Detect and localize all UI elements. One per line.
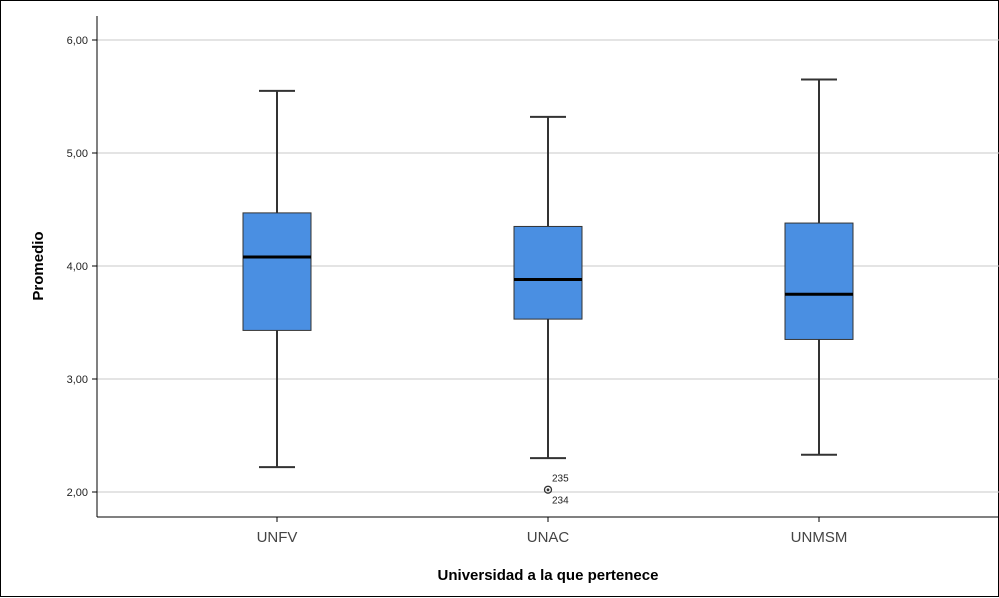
x-tick-label: UNMSM [791, 529, 848, 546]
box-unfv [242, 89, 312, 469]
x-axis-title: Universidad a la que pertenece [438, 567, 659, 584]
boxes: 235 234 [242, 78, 854, 507]
x-tick-label: UNFV [257, 529, 298, 546]
box-unmsm [784, 78, 854, 456]
iqr-box [513, 225, 583, 320]
axes [92, 16, 999, 522]
x-tick-label: UNAC [527, 529, 570, 546]
y-tick-label: 4,00 [67, 261, 88, 273]
y-axis-title: Promedio [30, 231, 47, 300]
y-tick-label: 5,00 [67, 148, 88, 160]
y-tick-label: 3,00 [67, 374, 88, 386]
outlier-label: 235 [552, 474, 569, 485]
outlier-point [546, 488, 550, 492]
y-tick-label: 2,00 [67, 487, 88, 499]
outlier-point [543, 485, 553, 494]
box-unac: 235 234 [513, 115, 583, 507]
iqr-box [242, 212, 312, 331]
labels: 2,00 3,00 4,00 5,00 6,00 UNFV UNAC UNMSM [67, 35, 848, 546]
outlier-label: 234 [552, 496, 569, 507]
y-tick-label: 6,00 [67, 35, 88, 47]
iqr-box [784, 222, 854, 340]
